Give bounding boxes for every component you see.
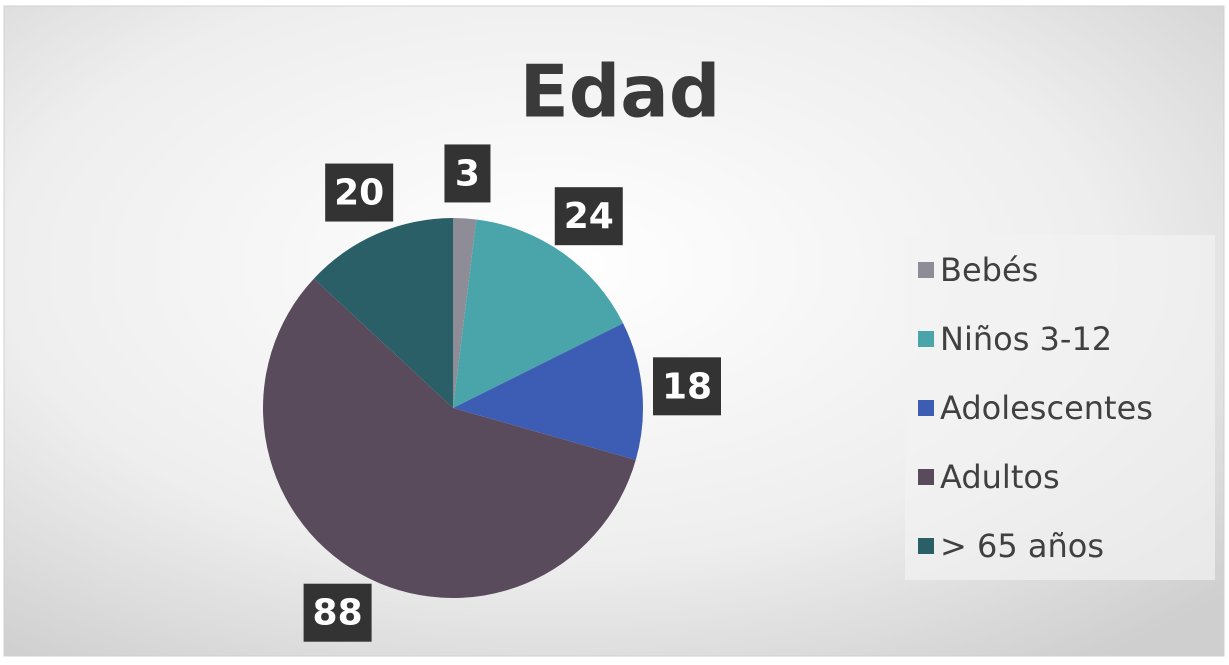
data-label: 20 [334, 173, 384, 214]
data-label: 88 [313, 593, 363, 634]
legend-swatch [918, 538, 934, 554]
data-label: 24 [564, 196, 614, 237]
legend-label: Niños 3-12 [940, 320, 1112, 358]
legend-label: Adolescentes [940, 389, 1153, 427]
legend-label: > 65 años [940, 527, 1104, 565]
data-label-box [554, 187, 623, 246]
data-label-box [652, 357, 721, 416]
legend-label: Adultos [940, 458, 1060, 496]
pie-slice [453, 219, 624, 408]
chart-title: Edad [520, 50, 721, 134]
data-label-box [444, 144, 491, 203]
data-label-box [303, 583, 372, 642]
legend-box [905, 235, 1215, 580]
legend-swatch [918, 331, 934, 347]
data-label-box [325, 163, 394, 222]
data-label: 18 [662, 366, 712, 407]
pie-slice [453, 323, 643, 460]
pie-slice [453, 218, 477, 408]
pie-slice [263, 278, 636, 598]
pie-slice [313, 218, 453, 408]
legend-swatch [918, 262, 934, 278]
legend-swatch [918, 400, 934, 416]
legend-swatch [918, 469, 934, 485]
data-label: 3 [455, 153, 480, 194]
legend-label: Bebés [940, 251, 1038, 289]
